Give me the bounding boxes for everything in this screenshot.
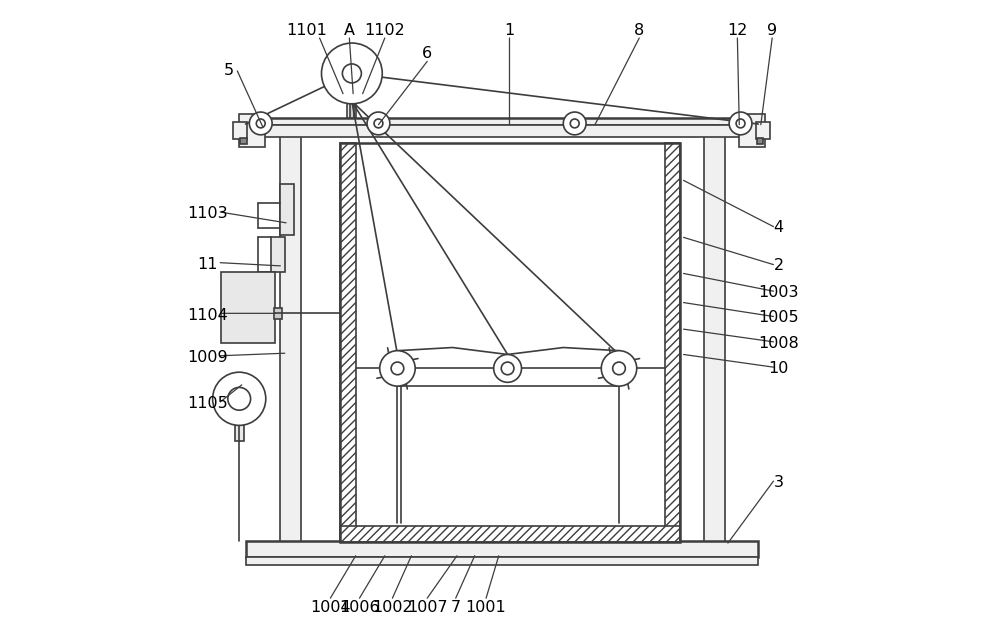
Circle shape [563, 112, 586, 135]
Text: 1103: 1103 [187, 206, 228, 222]
Text: 9: 9 [767, 23, 777, 38]
Text: 1102: 1102 [364, 23, 405, 38]
Circle shape [494, 354, 522, 382]
Text: 1105: 1105 [187, 396, 228, 411]
Circle shape [228, 387, 251, 410]
Bar [246, 541, 758, 557]
Bar [240, 138, 247, 144]
Bar [280, 122, 301, 553]
Text: 1008: 1008 [758, 335, 799, 351]
Bar [280, 184, 294, 235]
Bar [739, 114, 765, 147]
Bar [757, 138, 763, 144]
Bar [235, 425, 244, 441]
Bar [271, 237, 285, 272]
Bar [246, 125, 758, 137]
Bar [347, 54, 356, 118]
Text: 1001: 1001 [466, 600, 506, 615]
Circle shape [570, 119, 579, 128]
Bar [756, 122, 770, 139]
Bar [350, 54, 354, 118]
Circle shape [601, 351, 637, 386]
Circle shape [367, 112, 390, 135]
Circle shape [729, 112, 752, 135]
Circle shape [736, 119, 745, 128]
Bar [665, 143, 680, 542]
Text: 3: 3 [774, 475, 784, 490]
Circle shape [380, 351, 415, 386]
Text: 12: 12 [727, 23, 748, 38]
Text: 1003: 1003 [758, 285, 799, 300]
Text: 7: 7 [451, 600, 461, 615]
Text: 11: 11 [197, 257, 218, 272]
Bar [274, 308, 282, 319]
Circle shape [501, 362, 514, 375]
Bar [704, 122, 725, 553]
Circle shape [249, 112, 272, 135]
Circle shape [321, 43, 382, 104]
Bar [340, 143, 356, 542]
Bar [233, 122, 247, 139]
Text: 8: 8 [634, 23, 644, 38]
Text: 1104: 1104 [187, 308, 228, 323]
Bar [246, 118, 758, 125]
Bar [340, 143, 680, 542]
Text: 2: 2 [773, 258, 784, 273]
Bar [344, 60, 359, 78]
Bar [239, 114, 265, 147]
Circle shape [213, 372, 266, 425]
Circle shape [256, 119, 265, 128]
Text: 1101: 1101 [286, 23, 327, 38]
Text: 1: 1 [504, 23, 515, 38]
Text: 4: 4 [773, 220, 784, 235]
Text: 1002: 1002 [372, 600, 413, 615]
Circle shape [342, 64, 361, 83]
Text: A: A [344, 23, 355, 38]
Bar [340, 526, 680, 542]
Text: 5: 5 [224, 63, 234, 78]
Circle shape [374, 119, 383, 128]
Text: 1009: 1009 [187, 350, 228, 365]
Circle shape [391, 362, 404, 375]
Circle shape [613, 362, 625, 375]
Bar [221, 272, 275, 343]
Text: 1006: 1006 [339, 600, 380, 615]
Text: 1007: 1007 [407, 600, 448, 615]
Text: 1005: 1005 [758, 310, 799, 325]
Text: 6: 6 [422, 46, 432, 61]
Text: 10: 10 [768, 361, 789, 376]
Text: 1004: 1004 [310, 600, 351, 615]
Bar [246, 557, 758, 565]
